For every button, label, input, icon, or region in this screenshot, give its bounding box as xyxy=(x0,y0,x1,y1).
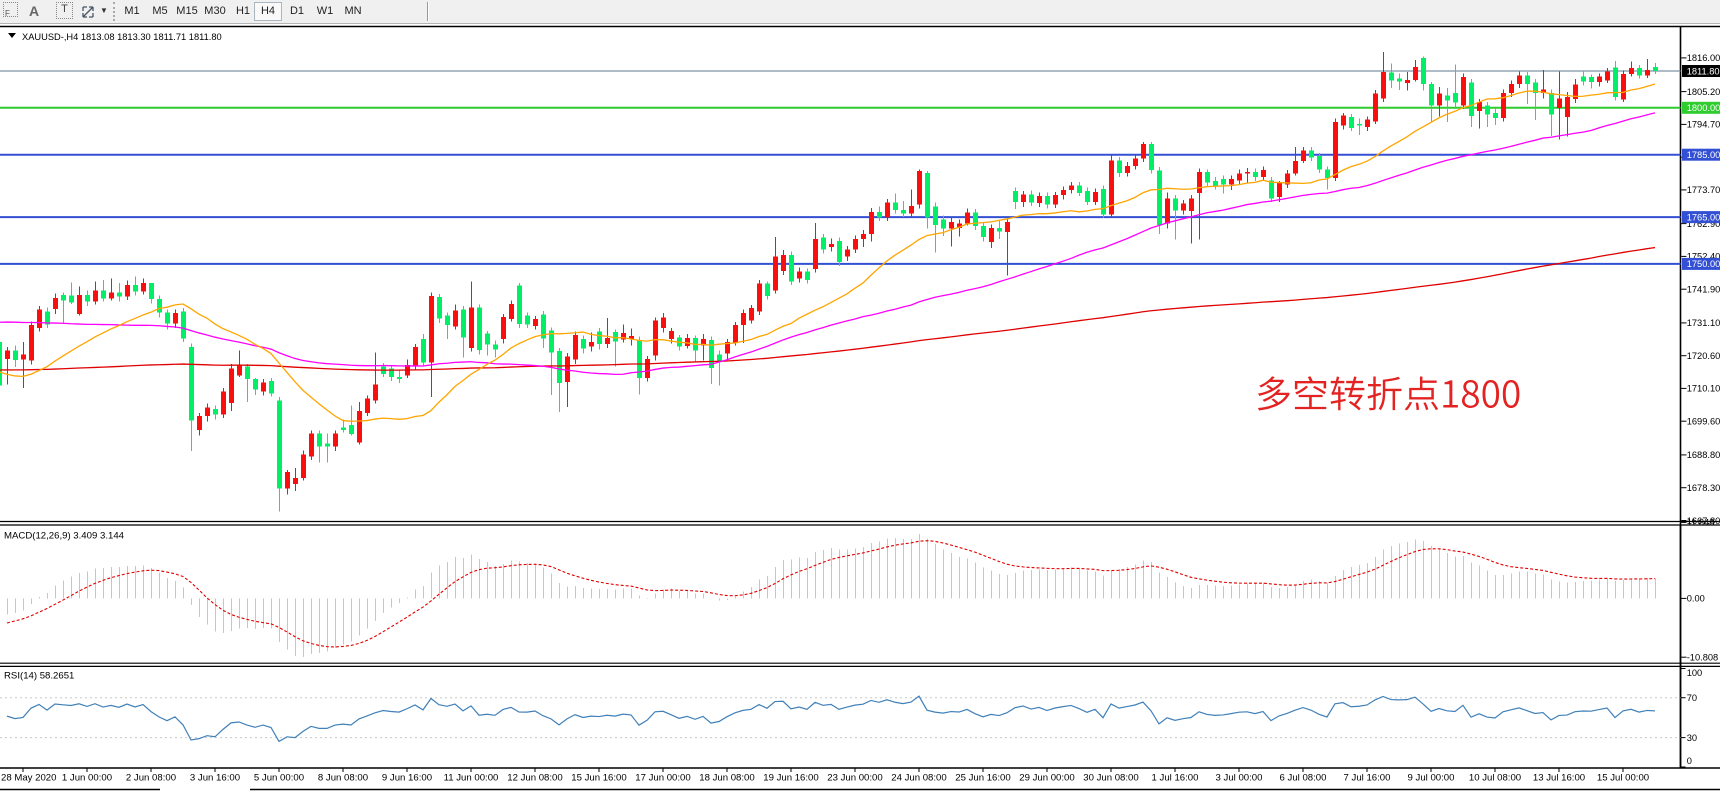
svg-text:70: 70 xyxy=(1687,693,1697,703)
svg-text:1762.90: 1762.90 xyxy=(1687,219,1720,229)
svg-text:29 Jun 00:00: 29 Jun 00:00 xyxy=(1019,772,1074,783)
svg-text:1765.00: 1765.00 xyxy=(1687,212,1720,222)
svg-text:5 Jun 00:00: 5 Jun 00:00 xyxy=(254,772,304,783)
svg-text:24 Jun 08:00: 24 Jun 08:00 xyxy=(891,772,946,783)
svg-text:1816.00: 1816.00 xyxy=(1687,53,1720,63)
svg-text:3 Jul 00:00: 3 Jul 00:00 xyxy=(1216,772,1263,783)
svg-text:15 Jul 00:00: 15 Jul 00:00 xyxy=(1597,772,1649,783)
svg-text:MACD(12,26,9) 3.409 3.144: MACD(12,26,9) 3.409 3.144 xyxy=(4,531,125,542)
svg-text:1731.10: 1731.10 xyxy=(1687,318,1720,328)
svg-text:100: 100 xyxy=(1687,668,1703,678)
svg-text:1 Jul 16:00: 1 Jul 16:00 xyxy=(1152,772,1199,783)
svg-text:1805.20: 1805.20 xyxy=(1687,87,1720,97)
svg-text:0: 0 xyxy=(1687,756,1692,766)
svg-text:11 Jun 00:00: 11 Jun 00:00 xyxy=(444,772,499,783)
svg-text:1688.80: 1688.80 xyxy=(1687,450,1720,460)
svg-text:13 Jul 16:00: 13 Jul 16:00 xyxy=(1533,772,1585,783)
svg-text:1667.80: 1667.80 xyxy=(1687,516,1720,526)
svg-text:1720.60: 1720.60 xyxy=(1687,351,1720,361)
svg-text:2 Jun 08:00: 2 Jun 08:00 xyxy=(126,772,176,783)
svg-text:1785.00: 1785.00 xyxy=(1687,150,1720,160)
svg-text:1773.70: 1773.70 xyxy=(1687,185,1720,195)
svg-text:17 Jun 00:00: 17 Jun 00:00 xyxy=(635,772,690,783)
svg-text:7 Jul 16:00: 7 Jul 16:00 xyxy=(1344,772,1391,783)
svg-text:1752.40: 1752.40 xyxy=(1687,252,1720,262)
svg-text:23 Jun 00:00: 23 Jun 00:00 xyxy=(827,772,882,783)
svg-text:30: 30 xyxy=(1687,733,1697,743)
svg-text:30 Jun 08:00: 30 Jun 08:00 xyxy=(1083,772,1138,783)
svg-text:1750.00: 1750.00 xyxy=(1687,259,1720,269)
svg-text:RSI(14) 58.2651: RSI(14) 58.2651 xyxy=(4,670,74,681)
svg-text:8 Jun 08:00: 8 Jun 08:00 xyxy=(318,772,368,783)
svg-text:-10.808: -10.808 xyxy=(1687,653,1719,663)
svg-text:1710.10: 1710.10 xyxy=(1687,384,1720,394)
svg-text:XAUUSD-,H4 1813.08 1813.30 181: XAUUSD-,H4 1813.08 1813.30 1811.71 1811.… xyxy=(22,32,222,42)
svg-text:1741.90: 1741.90 xyxy=(1687,285,1720,295)
svg-text:19 Jun 16:00: 19 Jun 16:00 xyxy=(763,772,818,783)
svg-text:18 Jun 08:00: 18 Jun 08:00 xyxy=(699,772,754,783)
svg-text:1678.30: 1678.30 xyxy=(1687,483,1720,493)
svg-text:1 Jun 00:00: 1 Jun 00:00 xyxy=(62,772,112,783)
svg-text:12 Jun 08:00: 12 Jun 08:00 xyxy=(507,772,562,783)
svg-text:3 Jun 16:00: 3 Jun 16:00 xyxy=(190,772,240,783)
svg-text:9 Jun 16:00: 9 Jun 16:00 xyxy=(382,772,432,783)
svg-text:1811.80: 1811.80 xyxy=(1687,66,1720,76)
svg-text:1800.00: 1800.00 xyxy=(1687,103,1720,113)
svg-text:10 Jul 08:00: 10 Jul 08:00 xyxy=(1469,772,1521,783)
svg-text:1699.60: 1699.60 xyxy=(1687,417,1720,427)
svg-text:15 Jun 16:00: 15 Jun 16:00 xyxy=(571,772,626,783)
svg-text:28 May 2020: 28 May 2020 xyxy=(1,772,56,783)
svg-text:1794.70: 1794.70 xyxy=(1687,120,1720,130)
svg-text:11.848: 11.848 xyxy=(1687,518,1715,528)
svg-text:9 Jul 00:00: 9 Jul 00:00 xyxy=(1408,772,1455,783)
svg-text:25 Jun 16:00: 25 Jun 16:00 xyxy=(955,772,1010,783)
svg-text:6 Jul 08:00: 6 Jul 08:00 xyxy=(1280,772,1327,783)
svg-text:0.00: 0.00 xyxy=(1687,594,1705,604)
